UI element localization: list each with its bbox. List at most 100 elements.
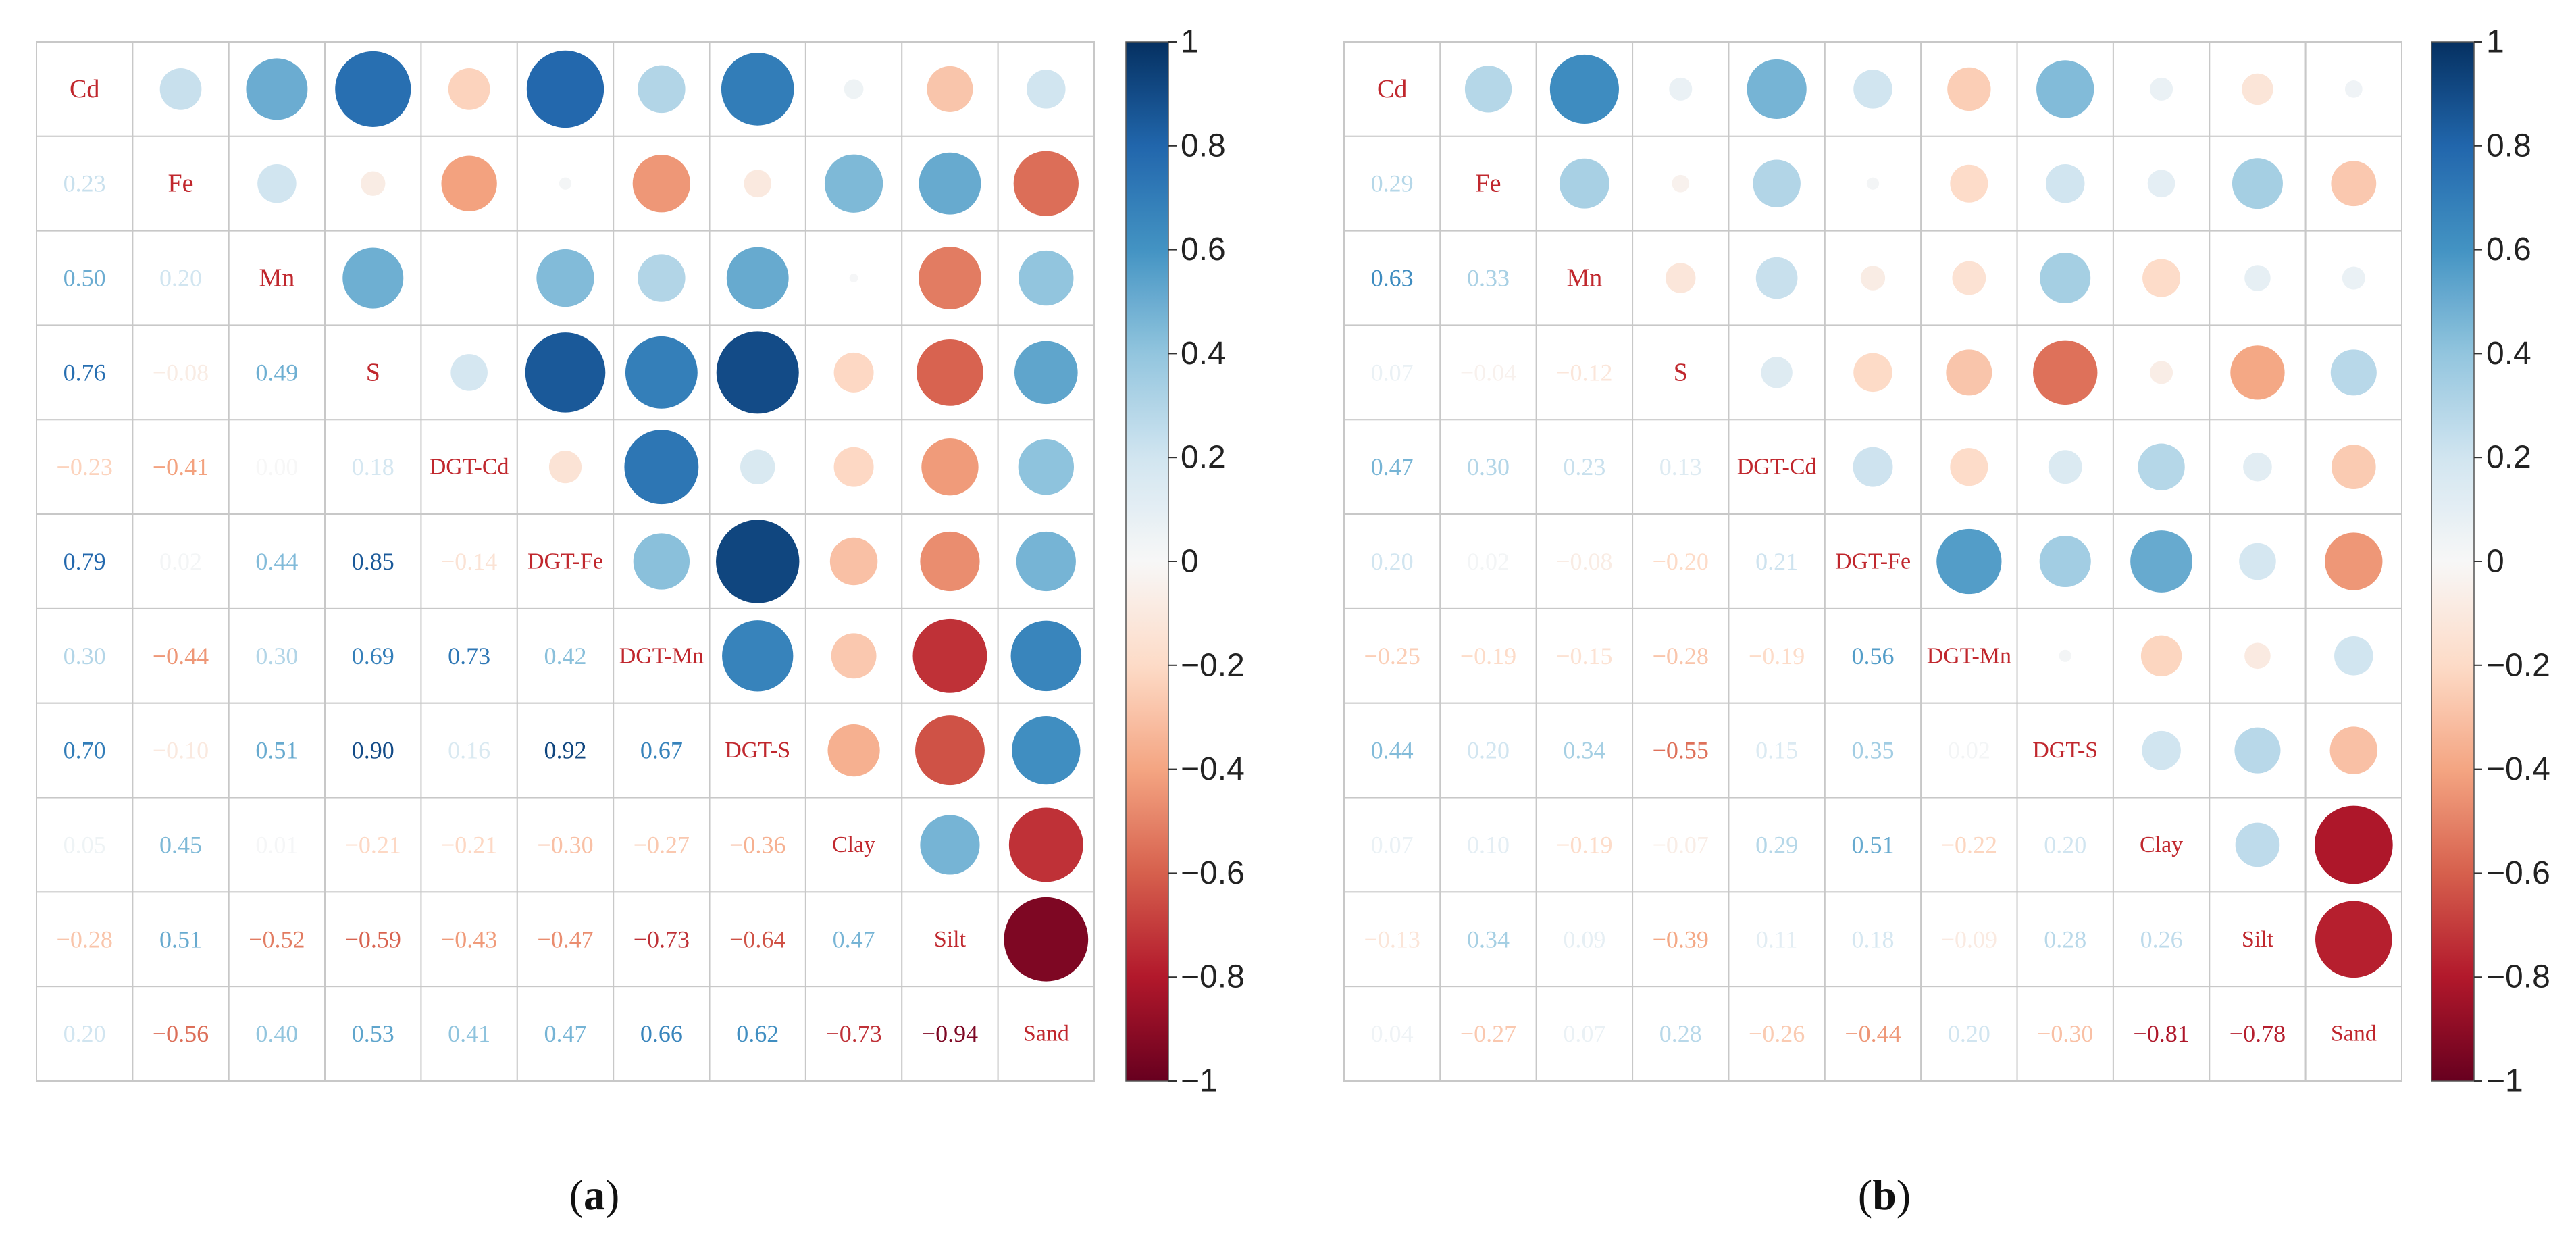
grid-cell: [1535, 230, 1634, 326]
correlation-circle: [624, 430, 699, 505]
correlation-value: 0.15: [1755, 737, 1798, 764]
correlation-value: 0.29: [1755, 831, 1798, 858]
correlation-circle: [1853, 353, 1892, 393]
correlation-value: 0.53: [352, 1020, 394, 1047]
correlation-value: −0.41: [153, 453, 209, 480]
grid-cell: [36, 607, 134, 704]
correlation-circle: [1936, 528, 2002, 595]
correlation-circle: [1013, 151, 1079, 216]
grid-cell: [36, 513, 134, 609]
correlation-value: 0.67: [640, 737, 683, 764]
grid-cell: [36, 41, 134, 137]
correlation-value: 0.23: [1563, 453, 1605, 480]
grid-cell: [1920, 797, 2018, 893]
correlation-value: 0.07: [1371, 831, 1414, 858]
colorbar-tick-label: −0.4: [1181, 751, 1245, 787]
correlation-value: 0.34: [1563, 737, 1605, 764]
colorbar-gradient: [1125, 41, 1169, 1082]
correlation-value: 0.18: [352, 453, 394, 480]
grid-cell: [228, 607, 326, 704]
correlation-value: −0.44: [153, 642, 209, 670]
diagonal-label-dgt-mn: DGT-Mn: [619, 643, 704, 668]
correlation-circle: [2033, 340, 2098, 405]
correlation-circle: [1853, 447, 1893, 487]
grid-cell: [1920, 702, 2018, 799]
correlation-circle: [827, 724, 880, 777]
colorbar-tick-label: 0.4: [2486, 336, 2531, 372]
colorbar-tick-label: 0.2: [1181, 440, 1226, 476]
correlation-value: −0.19: [1749, 642, 1805, 670]
correlation-value: −0.10: [153, 737, 209, 764]
grid-cell: [420, 230, 518, 326]
correlation-circle: [2329, 726, 2378, 774]
diagonal-label-silt: Silt: [934, 927, 967, 952]
correlation-circle: [2048, 450, 2082, 484]
grid-cell: [1343, 702, 1441, 799]
correlation-value: −0.13: [1364, 926, 1420, 953]
grid-cell: [516, 891, 615, 988]
correlation-circle: [716, 520, 800, 603]
correlation-circle: [2039, 535, 2091, 588]
correlation-value: 0.05: [63, 831, 106, 858]
correlation-circle: [1559, 158, 1609, 209]
grid-cell: [2209, 986, 2307, 1082]
correlation-value: 0.11: [1756, 926, 1798, 953]
grid-cell: [516, 986, 615, 1082]
correlation-value: 0.47: [1371, 453, 1414, 480]
correlation-value: 0.20: [159, 265, 202, 292]
colorbar: 1 0.8 0.6 0.4 0.2 0 −0.2 −0.4 −0.6 −0.8 −1: [1125, 24, 1245, 1099]
correlation-circle: [2142, 259, 2181, 297]
diagonal-label-dgt-mn: DGT-Mn: [1927, 643, 2011, 668]
grid-cell: [613, 702, 711, 799]
diagonal-label-clay: Clay: [832, 832, 875, 857]
correlation-circle: [919, 247, 981, 309]
correlation-circle: [824, 154, 883, 213]
correlation-value: 0.20: [63, 1020, 106, 1047]
correlation-value: −0.36: [729, 831, 785, 858]
grid-cell: [1632, 702, 1730, 799]
correlation-circle: [2150, 361, 2173, 384]
correlation-value: −0.27: [634, 831, 690, 858]
grid-cell: [1343, 797, 1441, 893]
correlation-circle: [722, 620, 794, 692]
correlation-value: 0.30: [63, 642, 106, 670]
grid-cell: [36, 797, 134, 893]
correlation-value: −0.07: [1653, 831, 1709, 858]
correlation-value: 0.44: [255, 548, 298, 575]
grid-cell: [324, 797, 422, 893]
grid-cell: [613, 607, 711, 704]
correlation-circle: [2138, 443, 2185, 490]
grid-cell: [132, 986, 230, 1082]
diagonal-label-cd: Cd: [70, 75, 99, 103]
correlation-circle: [744, 170, 772, 198]
grid-cell: [228, 230, 326, 326]
grid-cell: [2112, 986, 2211, 1082]
correlation-value: 0.51: [1852, 831, 1895, 858]
correlation-circle: [2036, 60, 2094, 118]
correlation-value: 0.07: [1371, 359, 1414, 386]
correlation-value: 0.40: [255, 1020, 298, 1047]
correlation-value: −0.19: [1460, 642, 1516, 670]
correlation-circle: [335, 51, 411, 127]
grid-cell: [228, 324, 326, 421]
diagonal-label-s: S: [366, 358, 380, 386]
grid-cell: [1535, 891, 1634, 988]
grid-cell: [997, 986, 1095, 1082]
correlation-value: −0.15: [1556, 642, 1612, 670]
grid-cell: [1632, 419, 1730, 515]
correlation-value: 0.41: [448, 1020, 490, 1047]
colorbar-tick-label: −0.4: [2486, 751, 2550, 787]
correlation-circle: [159, 68, 202, 110]
colorbar-tick-label: 0: [2486, 544, 2504, 580]
diagonal-label-s: S: [1674, 358, 1688, 386]
correlation-circle: [1860, 266, 1886, 291]
correlation-circle: [2342, 266, 2365, 290]
correlation-circle: [246, 58, 308, 120]
correlation-value: 0.01: [255, 831, 298, 858]
correlation-circle: [633, 533, 690, 590]
grid-cell: [420, 702, 518, 799]
correlation-circle: [829, 537, 878, 586]
correlation-circle: [536, 249, 594, 307]
correlation-circle: [2244, 265, 2271, 291]
correlation-value: −0.09: [1941, 926, 1997, 953]
